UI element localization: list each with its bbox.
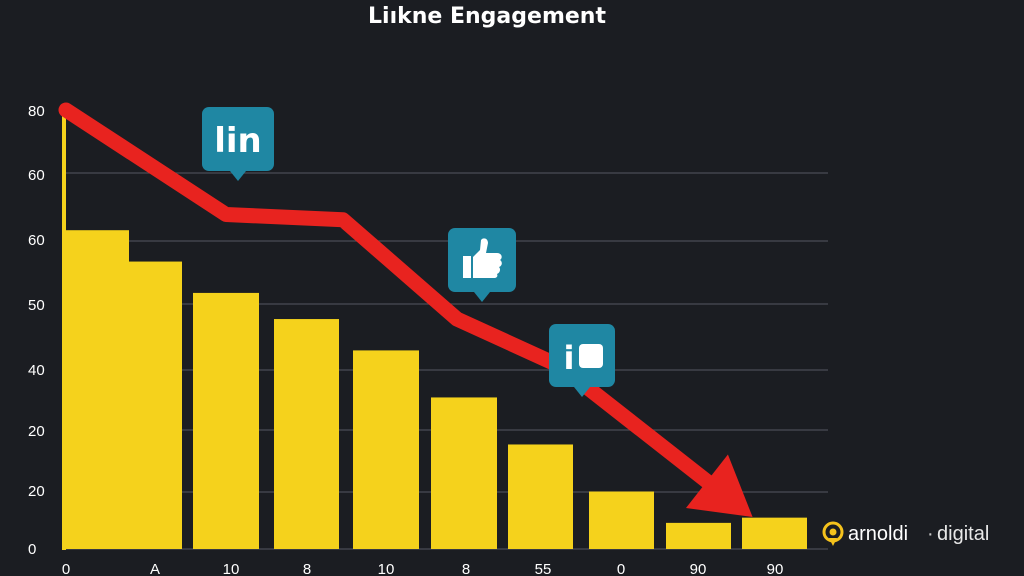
y-tick-label: 20 <box>28 483 45 500</box>
bar <box>508 444 573 549</box>
x-tick-label: 90 <box>767 561 784 576</box>
bubble-text: lin <box>214 121 262 161</box>
y-tick-label: 50 <box>28 297 45 314</box>
x-tick-label: 90 <box>690 561 707 576</box>
x-tick-label: 10 <box>223 561 240 576</box>
x-tick-label: 10 <box>378 561 395 576</box>
bar <box>353 350 419 549</box>
bar <box>193 292 259 549</box>
thumbs-up-icon <box>448 228 516 302</box>
y-tick-label: 60 <box>28 167 45 184</box>
y-tick-label: 80 <box>28 103 45 120</box>
bar <box>129 261 182 549</box>
bar <box>666 522 731 549</box>
y-tick-label: 20 <box>28 423 45 440</box>
brand-name: arnoldi <box>848 523 908 545</box>
bars <box>66 230 807 549</box>
bubble-text: i <box>564 339 575 377</box>
brand-watermark: arnoldi · digital <box>822 521 989 546</box>
bar <box>589 491 654 549</box>
x-tick-label: 8 <box>303 561 311 576</box>
bar <box>66 230 129 549</box>
y-tick-label: 40 <box>28 362 45 379</box>
brand-separator: · <box>927 523 934 545</box>
bar <box>742 517 807 549</box>
y-tick-label: 0 <box>28 541 36 558</box>
x-axis-ticks: 0 A 10 8 10 8 55 0 90 90 <box>62 561 784 576</box>
linkedin-bubble-icon-small: i <box>549 324 615 397</box>
x-tick-label: 55 <box>535 561 552 576</box>
y-tick-label: 60 <box>28 232 45 249</box>
bar <box>274 319 339 549</box>
chart-title: Liıkne Engagement <box>368 4 606 29</box>
x-tick-label: A <box>150 561 160 576</box>
y-axis-line <box>62 110 66 550</box>
x-tick-label: 8 <box>462 561 470 576</box>
linkedin-bubble-icon: lin <box>202 107 274 181</box>
arnoldi-logo-icon <box>822 521 844 546</box>
y-axis-ticks: 0 20 20 40 50 60 60 80 <box>28 103 45 558</box>
brand-suffix: digital <box>937 523 989 545</box>
x-tick-label: 0 <box>62 561 70 576</box>
trend-arrow-head <box>685 454 753 518</box>
bar <box>431 397 497 549</box>
x-tick-label: 0 <box>617 561 625 576</box>
